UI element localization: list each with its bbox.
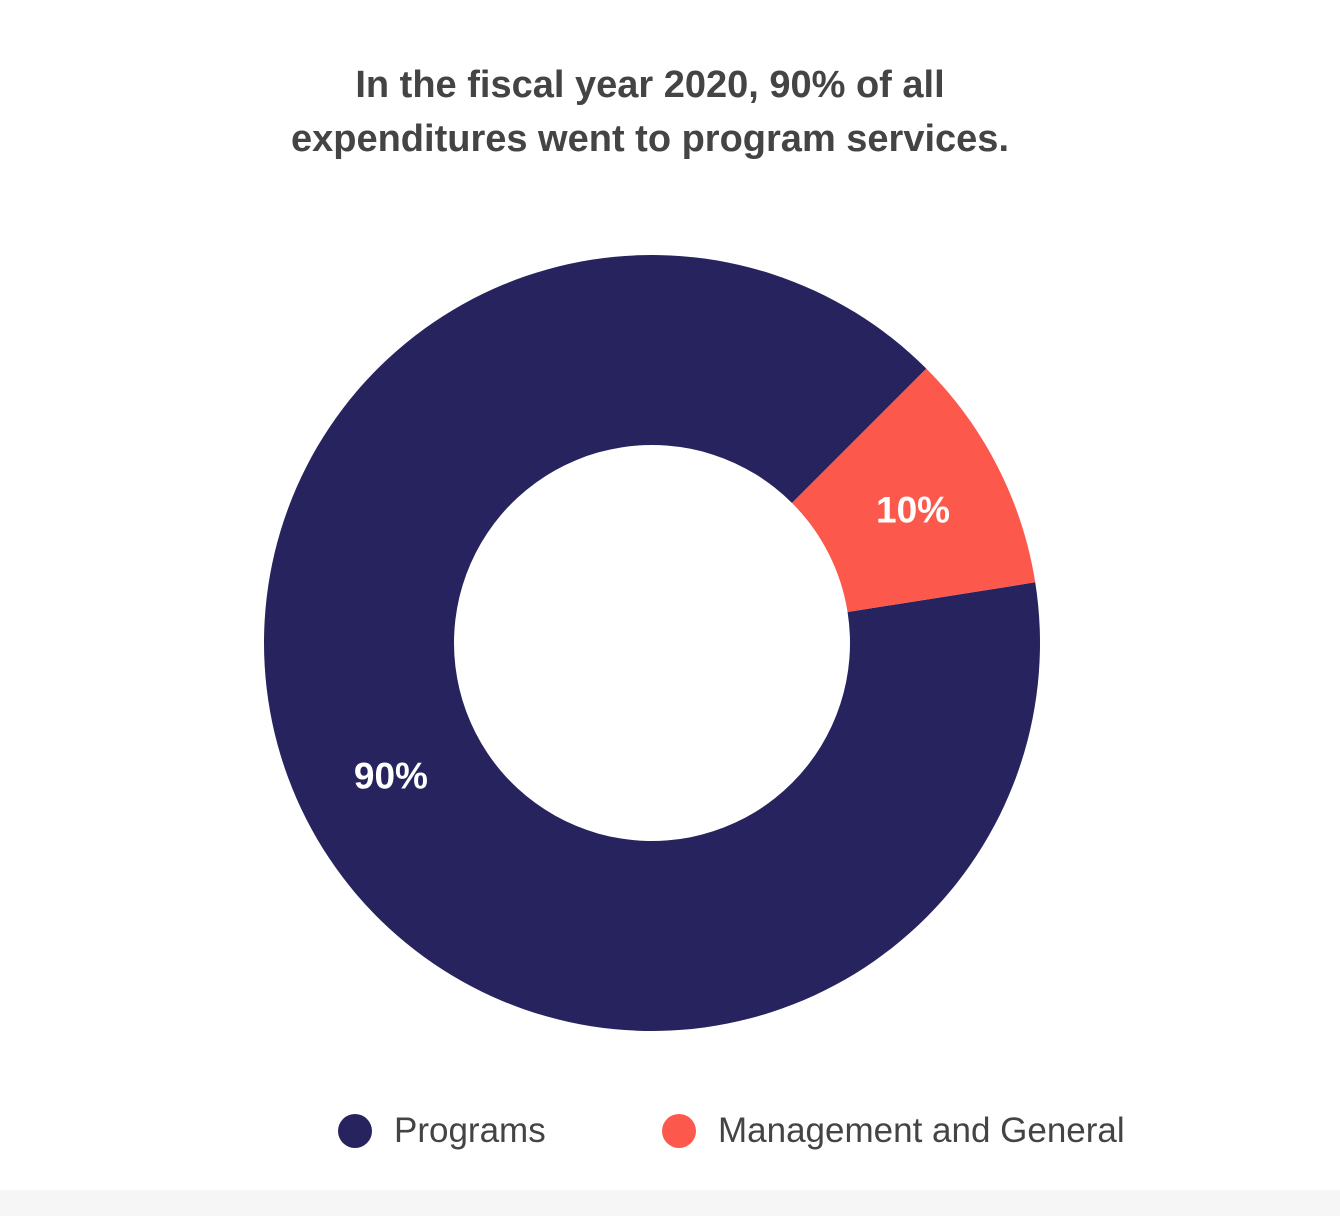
data-labels-group: 90% 10% (354, 489, 950, 796)
legend-swatch-programs (338, 1114, 372, 1148)
legend-swatch-management-and-general (662, 1114, 696, 1148)
slice-management-and-general[interactable] (792, 368, 1036, 613)
slices-group (264, 254, 1041, 1031)
legend-item-programs[interactable]: Programs (338, 1104, 546, 1158)
legend-item-management-and-general[interactable]: Management and General (662, 1104, 1125, 1158)
data-label-programs: 90% (354, 756, 428, 797)
legend-label-programs: Programs (394, 1111, 546, 1150)
legend: Programs Management and General (0, 1104, 1340, 1158)
legend-label-management-and-general: Management and General (718, 1111, 1125, 1150)
chart-title: In the fiscal year 2020, 90% of all expe… (290, 64, 1009, 160)
data-label-management-and-general: 10% (876, 489, 950, 530)
bottom-strip (0, 1190, 1340, 1216)
slice-programs[interactable] (264, 254, 1041, 1031)
